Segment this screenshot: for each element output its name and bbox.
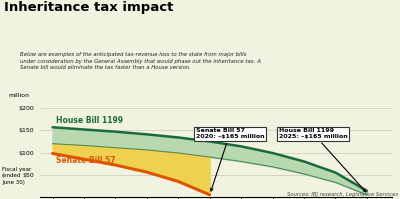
Text: House Bill 1199: House Bill 1199 [56,116,123,125]
Text: million: million [8,93,29,98]
Text: Fiscal year
(ended
June 30): Fiscal year (ended June 30) [2,167,31,184]
Text: Senate Bill 57
2020: –$165 million: Senate Bill 57 2020: –$165 million [196,128,264,191]
Text: Senate Bill 57: Senate Bill 57 [56,156,115,165]
Text: House Bill 1199
2025: –$165 million: House Bill 1199 2025: –$165 million [279,128,366,192]
Text: Sources: IBJ research, Legislative Services: Sources: IBJ research, Legislative Servi… [287,192,398,197]
Text: Below are examples of the anticipated tax-revenue loss to the state from major b: Below are examples of the anticipated ta… [20,52,261,70]
Text: Inheritance tax impact: Inheritance tax impact [4,1,173,14]
